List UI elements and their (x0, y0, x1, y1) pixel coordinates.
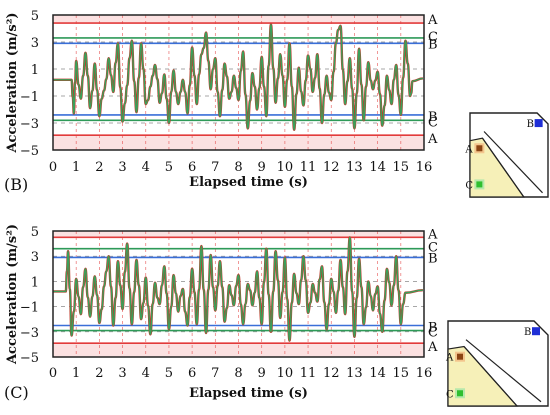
marker-a-square (457, 353, 463, 360)
inset-diagonal (463, 346, 518, 407)
x-tick-label: 12 (323, 366, 340, 381)
threshold-label: A (427, 227, 438, 242)
x-tick-label: 15 (393, 366, 410, 381)
y-tick-label: −3 (20, 326, 39, 341)
x-tick-label: 16 (416, 160, 433, 175)
threshold-label: B (428, 110, 438, 125)
x-tick-label: 13 (346, 366, 363, 381)
x-axis-label: Elapsed time (s) (189, 386, 308, 401)
threshold-label: A (427, 132, 438, 147)
marker-a-square (476, 145, 483, 152)
x-tick-label: 10 (277, 160, 294, 175)
panel-label: (C) (4, 383, 29, 402)
threshold-label: C (428, 115, 438, 130)
panel-label: (B) (4, 175, 28, 194)
x-tick-label: 7 (211, 366, 219, 381)
plot-frame (52, 14, 425, 151)
threshold-label: B (428, 321, 438, 336)
inset-schematic: A B C (464, 112, 549, 198)
x-tick-label: 9 (258, 366, 266, 381)
inset-diagonal-2 (465, 339, 542, 403)
x-tick-label: 2 (95, 160, 103, 175)
x-tick-label: 14 (369, 160, 386, 175)
x-tick-label: 1 (72, 160, 80, 175)
x-tick-label: 8 (234, 366, 242, 381)
inset-label-c: C (465, 180, 473, 191)
inset-label-c: C (446, 389, 454, 400)
x-tick-label: 6 (188, 366, 196, 381)
y-tick-label: −5 (20, 144, 39, 159)
threshold-label: C (428, 30, 438, 45)
x-tick-label: 0 (49, 160, 57, 175)
y-tick-label: 5 (31, 9, 39, 24)
acceleration-trace-green (53, 236, 423, 342)
x-tick-label: 5 (165, 160, 173, 175)
inset-schematic: A B C (445, 320, 549, 407)
marker-c-square (476, 181, 483, 188)
x-tick-label: 3 (118, 160, 126, 175)
x-tick-label: 9 (258, 160, 266, 175)
x-tick-label: 3 (118, 366, 126, 381)
acceleration-trace-green (53, 23, 423, 131)
x-tick-label: 4 (142, 366, 150, 381)
threshold-label: B (428, 251, 438, 266)
threshold-label: B (428, 37, 438, 52)
x-tick-label: 15 (393, 160, 410, 175)
x-tick-label: 7 (211, 160, 219, 175)
x-tick-label: 0 (49, 366, 57, 381)
inset-label-b: B (527, 119, 534, 130)
y-tick-label: 3 (31, 250, 39, 265)
x-tick-label: 8 (234, 160, 242, 175)
threshold-label: A (427, 340, 438, 355)
inset-label-a: A (445, 353, 454, 364)
x-tick-label: 4 (142, 160, 150, 175)
x-tick-label: 11 (300, 366, 317, 381)
inset-diagonal-2 (483, 131, 543, 194)
x-tick-label: 12 (323, 160, 340, 175)
x-tick-label: 16 (416, 366, 433, 381)
threshold-label: C (428, 241, 438, 256)
y-tick-label: −5 (20, 351, 39, 366)
marker-b-square (534, 119, 543, 128)
upper-alert-band (53, 15, 424, 24)
inset-label-a: A (464, 144, 473, 155)
y-tick-label: 1 (31, 63, 39, 78)
x-tick-label: 2 (95, 366, 103, 381)
plot-frame (52, 230, 425, 358)
y-tick-label: −1 (20, 301, 39, 316)
y-tick-label: −1 (20, 90, 39, 105)
y-tick-label: 5 (31, 225, 39, 240)
x-tick-label: 13 (346, 160, 363, 175)
threshold-label: A (427, 13, 438, 28)
y-tick-label: 3 (31, 36, 39, 51)
y-axis-label: Acceleration (m/s²) (5, 12, 20, 153)
marker-c-square (457, 390, 463, 397)
x-tick-label: 11 (300, 160, 317, 175)
x-tick-label: 10 (277, 366, 294, 381)
upper-alert-band (53, 231, 424, 238)
threshold-label: C (428, 326, 438, 341)
y-tick-label: 1 (31, 275, 39, 290)
x-axis-label: Elapsed time (s) (189, 175, 308, 190)
inset-diagonal (481, 137, 525, 198)
marker-b-square (532, 327, 540, 336)
inset-label-b: B (524, 327, 531, 338)
x-tick-label: 1 (72, 366, 80, 381)
x-tick-label: 5 (165, 366, 173, 381)
y-tick-label: −3 (20, 117, 39, 132)
x-tick-label: 14 (369, 366, 386, 381)
y-axis-label: Acceleration (m/s²) (5, 224, 20, 365)
x-tick-label: 6 (188, 160, 196, 175)
